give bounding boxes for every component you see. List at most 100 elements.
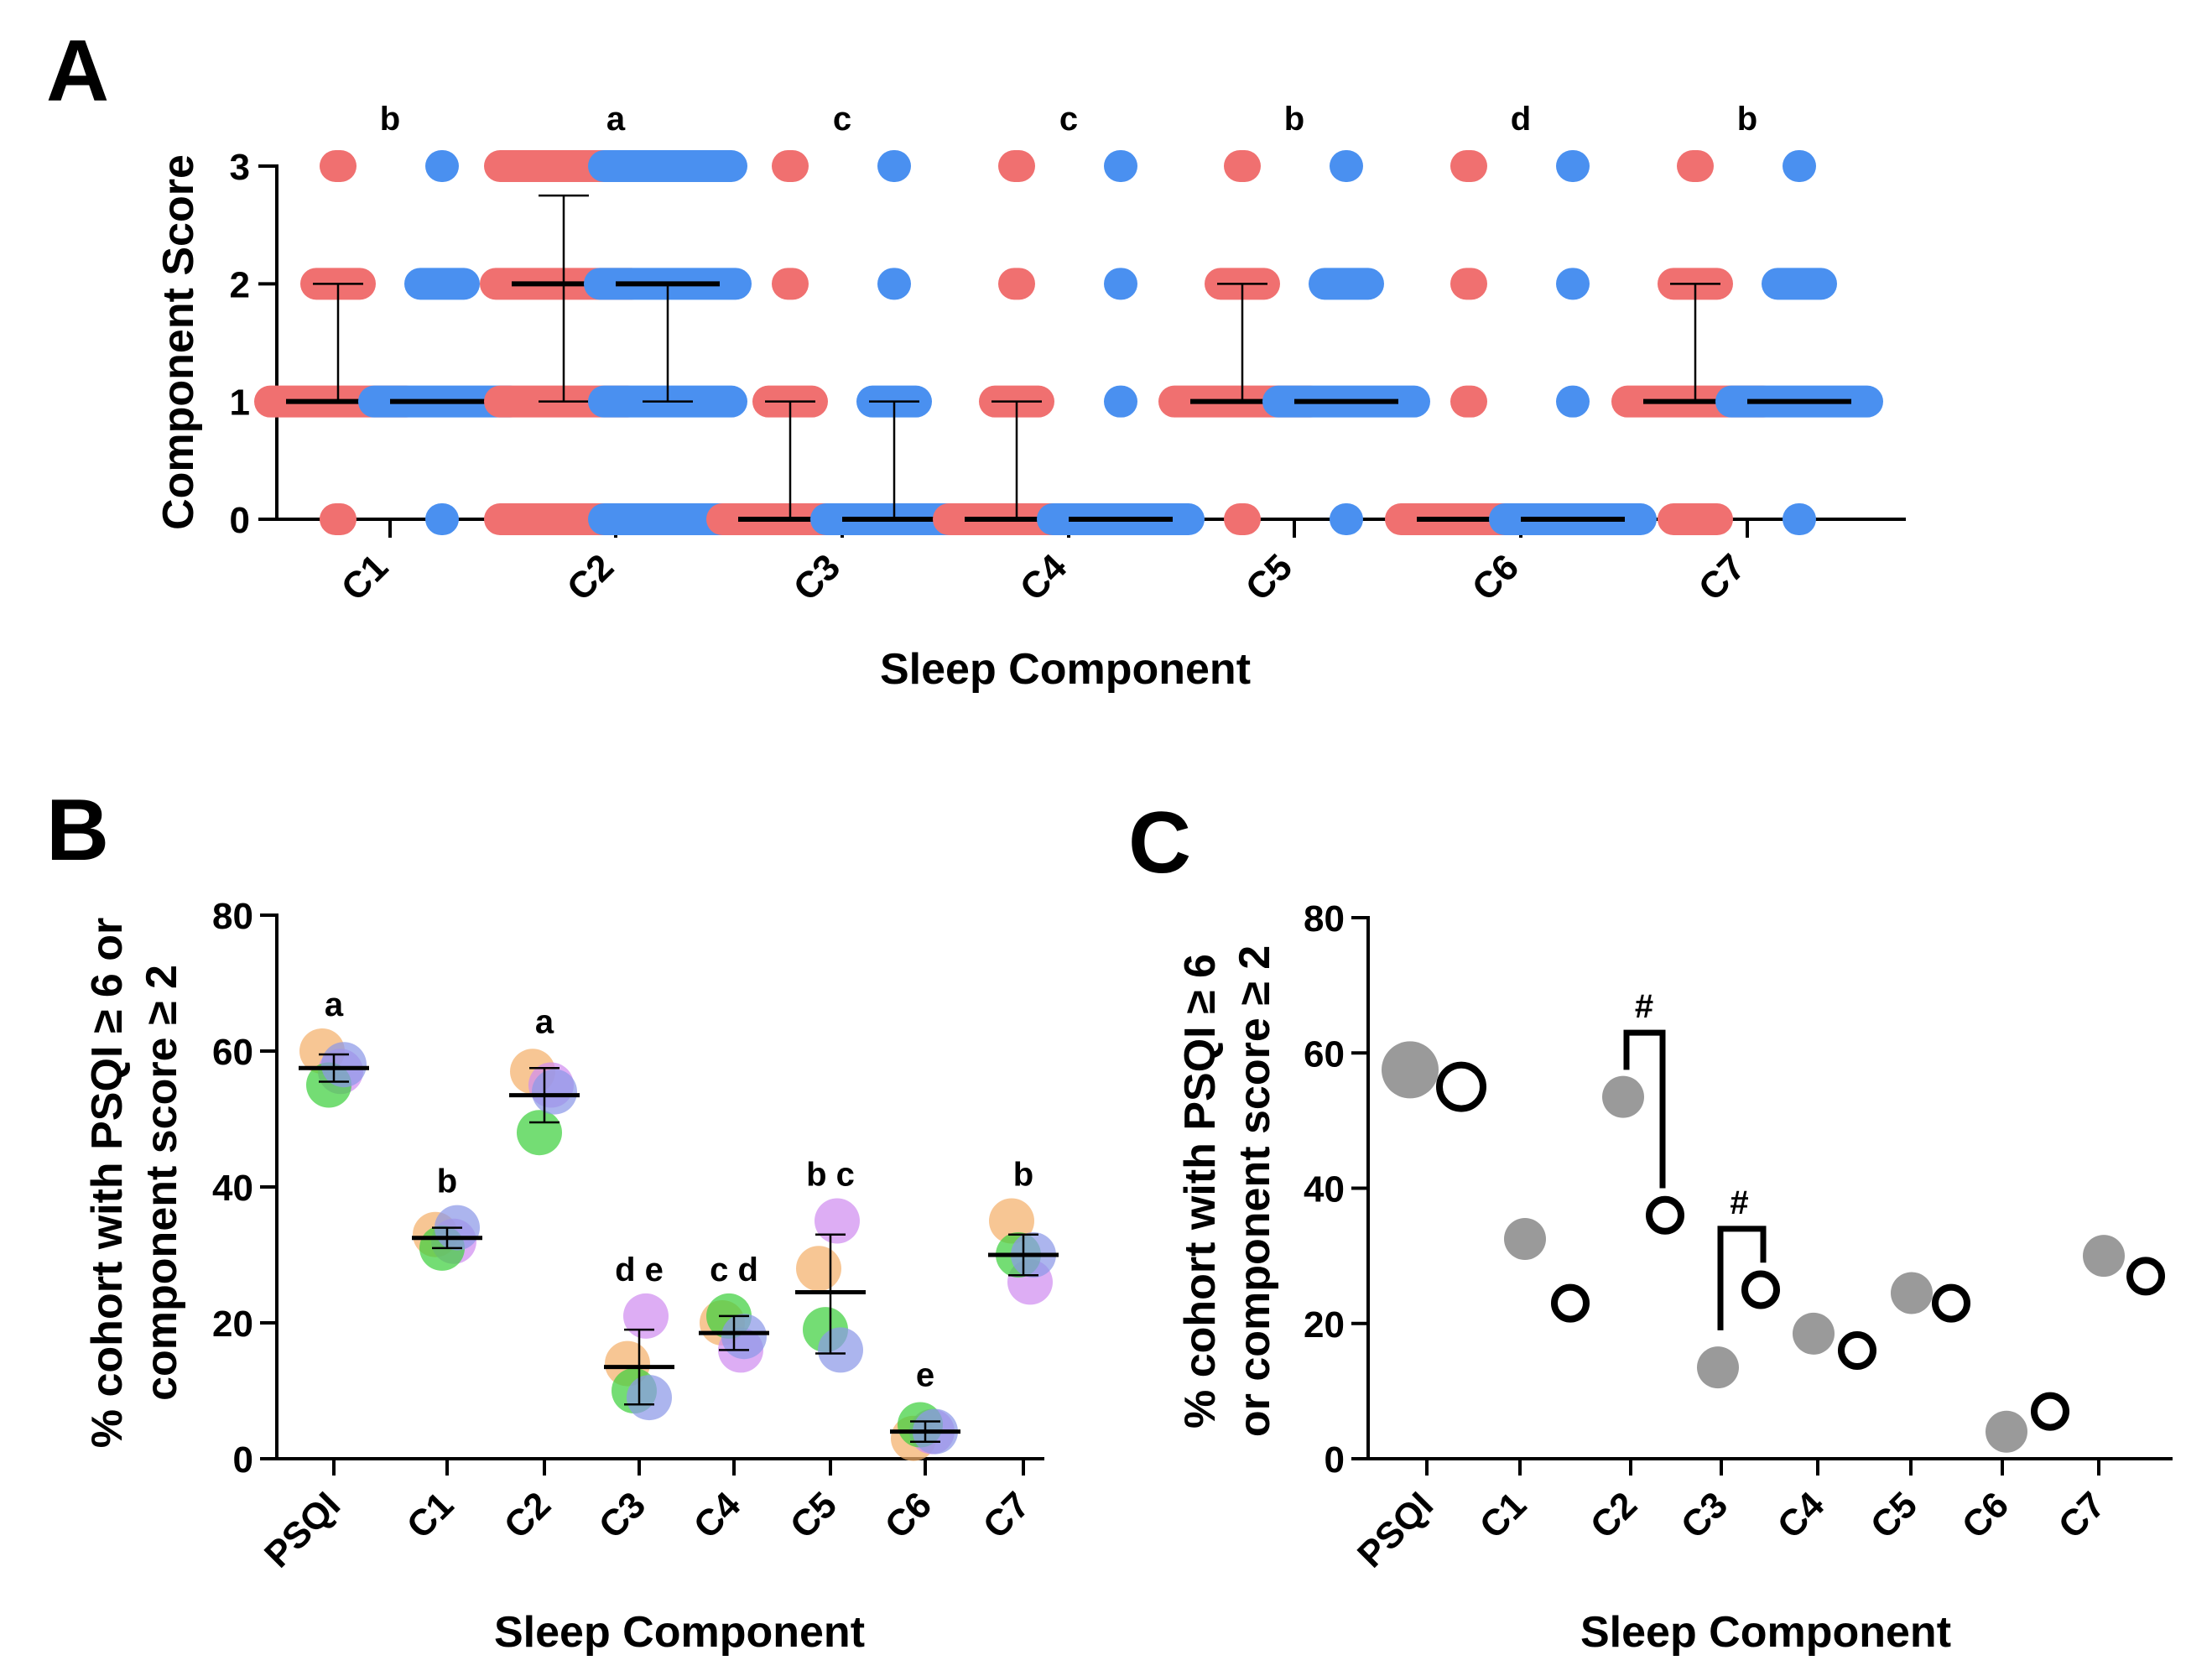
data-point-band xyxy=(1104,150,1137,182)
y-tick-label: 20 xyxy=(1304,1304,1345,1345)
data-point xyxy=(627,1375,672,1421)
y-tick-label: 1 xyxy=(230,383,250,424)
data-point-band xyxy=(1783,150,1816,182)
data-point-band xyxy=(772,150,809,182)
data-point-band xyxy=(1330,150,1363,182)
open-point xyxy=(2126,1257,2165,1296)
significance-letter: d e xyxy=(615,1252,664,1288)
x-axis-title: Sleep Component xyxy=(880,645,1251,694)
y-axis-title-line2: or component score ≥ 2 xyxy=(1231,945,1279,1437)
data-point-band xyxy=(1104,268,1137,300)
data-point-band xyxy=(588,503,747,535)
data-point-band xyxy=(1450,150,1487,182)
x-tick-label: C7 xyxy=(976,1484,1038,1546)
data-point-band xyxy=(877,268,911,300)
open-point xyxy=(1646,1195,1684,1235)
x-tick-label: C6 xyxy=(1954,1484,2017,1546)
significance-letter: b c xyxy=(806,1157,855,1194)
filled-point xyxy=(1382,1041,1439,1099)
open-point xyxy=(1838,1331,1876,1370)
data-point-band xyxy=(1556,150,1590,182)
y-tick-label: 3 xyxy=(230,147,250,188)
significance-bracket xyxy=(1623,1029,1666,1189)
x-tick-label: C2 xyxy=(560,546,622,608)
y-tick-label: 80 xyxy=(212,896,253,937)
y-axis-title-line1: % cohort with PSQI ≥ 6 xyxy=(1176,954,1225,1429)
y-tick-label: 0 xyxy=(230,500,250,541)
y-tick-label: 40 xyxy=(212,1168,253,1209)
significance-letter: c d xyxy=(710,1252,758,1288)
data-point-band xyxy=(877,150,911,182)
significance-letter: c xyxy=(833,101,851,138)
data-point-band xyxy=(588,150,747,182)
y-tick-label: 0 xyxy=(233,1439,253,1481)
x-axis-title: Sleep Component xyxy=(1580,1608,1951,1657)
x-tick-label: PSQI xyxy=(1350,1484,1441,1575)
filled-point xyxy=(1504,1217,1546,1260)
data-point-band xyxy=(1677,150,1714,182)
significance-letter: a xyxy=(606,101,626,138)
open-point xyxy=(1741,1270,1780,1309)
panel-a-label: A xyxy=(46,23,109,120)
y-tick-label: 20 xyxy=(212,1304,253,1345)
filled-point xyxy=(1697,1346,1739,1389)
data-point-band xyxy=(1330,503,1363,535)
open-point xyxy=(1436,1061,1486,1112)
x-tick-label: C5 xyxy=(783,1484,845,1546)
x-tick-label: C4 xyxy=(686,1484,749,1547)
significance-letter: d xyxy=(1511,101,1531,138)
significance-letter: e xyxy=(916,1356,934,1393)
data-point-band xyxy=(1224,503,1261,535)
data-point xyxy=(532,1069,577,1115)
panel-b-label: B xyxy=(46,782,109,879)
x-tick-label: C4 xyxy=(1770,1484,1833,1547)
x-axis-title: Sleep Component xyxy=(494,1608,865,1657)
y-tick-label: 40 xyxy=(1304,1169,1345,1210)
y-tick-label: 60 xyxy=(212,1032,253,1073)
x-tick-label: C2 xyxy=(497,1484,559,1546)
x-tick-label: C5 xyxy=(1863,1484,1925,1546)
significance-letter: b xyxy=(380,101,400,138)
significance-letter: b xyxy=(1737,101,1757,138)
y-axis-title-line1: % cohort with PSQI ≥ 6 or xyxy=(83,918,132,1448)
significance-bracket xyxy=(1717,1226,1767,1330)
y-axis-title: Component Score xyxy=(154,154,203,530)
y-axis-title-line2: component score ≥ 2 xyxy=(138,965,186,1401)
data-point-band xyxy=(404,268,480,300)
x-tick-label: C1 xyxy=(334,546,396,608)
data-point xyxy=(989,1198,1034,1244)
data-point-band xyxy=(1450,385,1487,418)
significance-letter: b xyxy=(1284,101,1304,138)
x-tick-label: C2 xyxy=(1583,1484,1645,1546)
open-point xyxy=(1932,1283,1970,1323)
filled-point xyxy=(1986,1410,2027,1453)
data-point-band xyxy=(1309,268,1384,300)
data-point-band xyxy=(320,150,357,182)
x-tick-label: C5 xyxy=(1238,546,1300,608)
x-tick-label: C3 xyxy=(1673,1484,1736,1546)
open-point xyxy=(2031,1392,2069,1431)
x-tick-label: C1 xyxy=(399,1484,461,1546)
significance-letter: a xyxy=(535,1003,554,1040)
significance-letter: b xyxy=(437,1163,457,1200)
significance-letter: c xyxy=(1059,101,1078,138)
y-tick-label: 2 xyxy=(230,264,250,305)
x-tick-label: C6 xyxy=(877,1484,939,1546)
data-point-band xyxy=(772,268,809,300)
x-tick-label: C3 xyxy=(786,546,848,608)
chart-panel-a: 0 1 2 3 C1 b C2 a C3 c C4 c C5 b C6 d C7 b Component Score… xyxy=(154,101,1906,694)
chart-panel-b: 0 20 40 60 80 PSQI a C1 b C2 a C3 d e C4 c d C5 b c C6 e C7… xyxy=(83,896,1059,1657)
data-point xyxy=(815,1198,860,1244)
data-point xyxy=(321,1042,367,1088)
x-tick-label: PSQI xyxy=(257,1484,348,1575)
x-tick-label: C1 xyxy=(1472,1484,1534,1546)
x-tick-label: C4 xyxy=(1012,546,1075,609)
significance-marker: # xyxy=(1730,1184,1748,1221)
filled-point xyxy=(1793,1312,1835,1355)
data-point-band xyxy=(1783,503,1816,535)
x-tick-label: C3 xyxy=(591,1484,653,1546)
significance-letter: b xyxy=(1013,1157,1033,1194)
data-point-band xyxy=(1224,150,1261,182)
data-point-band xyxy=(1104,385,1137,418)
x-tick-label: C6 xyxy=(1465,546,1527,608)
